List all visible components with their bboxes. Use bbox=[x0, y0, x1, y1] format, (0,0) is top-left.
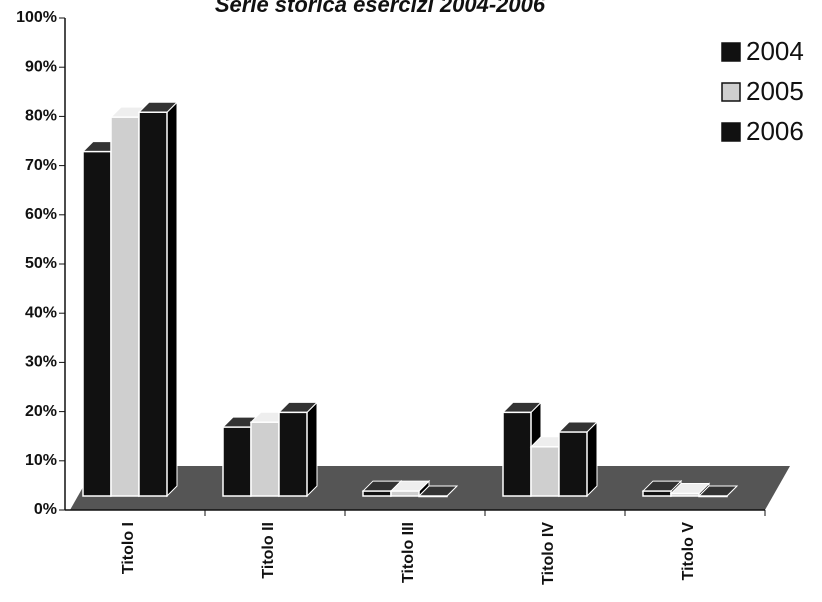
x-tick-label: Titolo I bbox=[120, 522, 137, 574]
chart-title: Serie storica esercizi 2004-2006 bbox=[215, 0, 546, 17]
bar bbox=[557, 420, 599, 498]
legend-swatch bbox=[721, 42, 741, 62]
y-tick-label: 70% bbox=[25, 157, 57, 174]
bar bbox=[697, 485, 739, 498]
x-tick-label: Titolo II bbox=[260, 522, 277, 579]
y-tick-label: 0% bbox=[34, 501, 57, 518]
y-tick-label: 80% bbox=[25, 108, 57, 125]
y-tick-label: 40% bbox=[25, 304, 57, 321]
bar bbox=[417, 485, 459, 498]
bar bbox=[277, 401, 319, 498]
y-tick-label: 90% bbox=[25, 58, 57, 75]
bar bbox=[389, 479, 431, 498]
legend-label: 2004 bbox=[746, 36, 804, 66]
y-tick-label: 50% bbox=[25, 255, 57, 272]
x-tick-label: Titolo V bbox=[680, 522, 697, 581]
legend-swatch bbox=[721, 122, 741, 142]
y-tick-label: 30% bbox=[25, 354, 57, 371]
legend-swatch bbox=[721, 82, 741, 102]
y-tick-label: 20% bbox=[25, 403, 57, 420]
x-tick-label: Titolo III bbox=[400, 522, 417, 583]
bar bbox=[137, 101, 179, 498]
y-tick-label: 10% bbox=[25, 452, 57, 469]
y-tick-label: 100% bbox=[16, 9, 57, 26]
x-tick-label: Titolo IV bbox=[540, 522, 557, 585]
legend-label: 2006 bbox=[746, 116, 804, 146]
y-tick-label: 60% bbox=[25, 206, 57, 223]
legend-label: 2005 bbox=[746, 76, 804, 106]
